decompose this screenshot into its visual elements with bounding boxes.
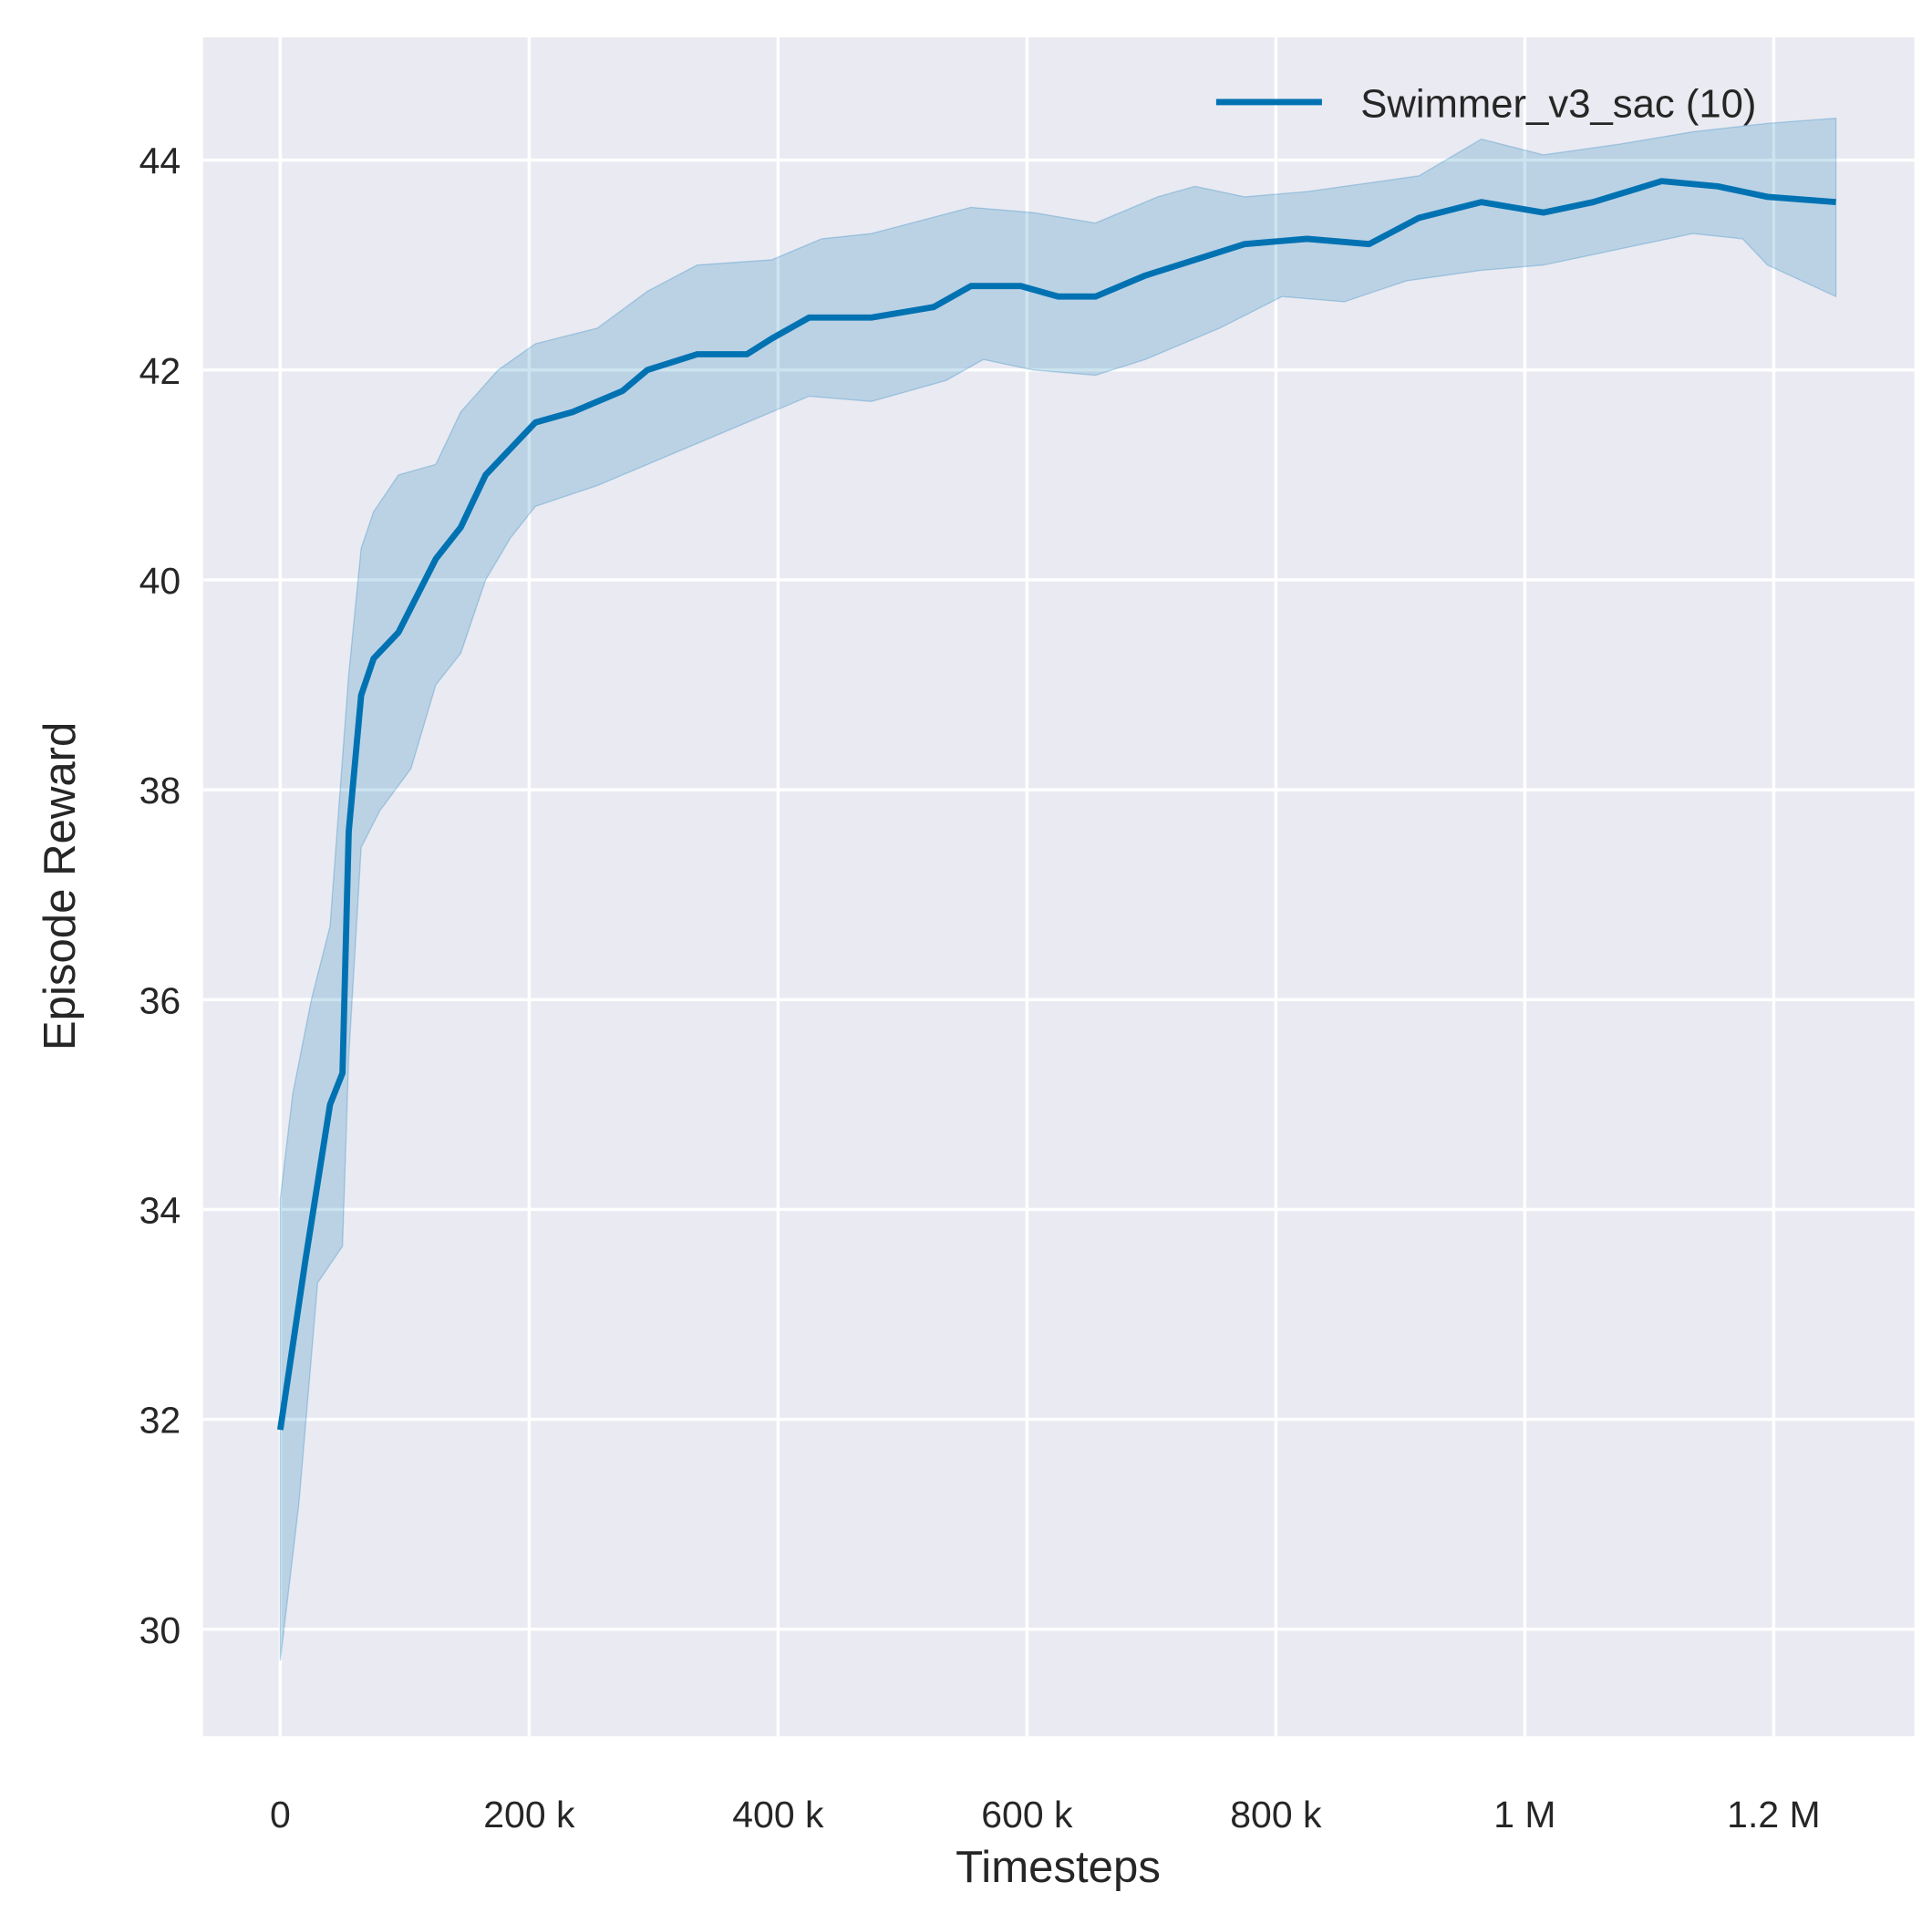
- y-tick-label: 34: [139, 1189, 181, 1231]
- x-tick-label: 200 k: [483, 1794, 575, 1835]
- x-tick-label: 0: [270, 1794, 291, 1835]
- y-tick-label: 42: [139, 350, 181, 392]
- confidence-band: [279, 117, 1837, 1661]
- x-tick-label: 600 k: [981, 1794, 1073, 1835]
- mean-line: [277, 178, 1836, 1431]
- legend-label: Swimmer_v3_sac (10): [1360, 81, 1756, 126]
- plot-background: [202, 36, 1915, 1737]
- y-tick-label: 44: [139, 140, 181, 182]
- x-tick-label: 800 k: [1230, 1794, 1322, 1835]
- y-tick-label: 36: [139, 979, 181, 1021]
- y-tick-label: 32: [139, 1400, 181, 1442]
- y-tick-label: 38: [139, 770, 181, 812]
- y-axis-label: Episode Reward: [36, 722, 85, 1050]
- y-tick-label: 30: [139, 1609, 181, 1651]
- y-tick-label: 40: [139, 560, 181, 602]
- x-axis-label: Timesteps: [956, 1843, 1161, 1892]
- series-marks: [277, 117, 1837, 1661]
- grid: [202, 36, 1915, 1737]
- tick-labels: 0 200 k 400 k 600 k 800 k 1 M 1.2 M 30 32 34 36 38 4…: [139, 140, 1821, 1835]
- legend: Swimmer_v3_sac (10): [1215, 81, 1756, 126]
- x-tick-label: 1 M: [1493, 1794, 1555, 1835]
- x-tick-label: 400 k: [732, 1794, 824, 1835]
- x-tick-label: 1.2 M: [1727, 1794, 1820, 1835]
